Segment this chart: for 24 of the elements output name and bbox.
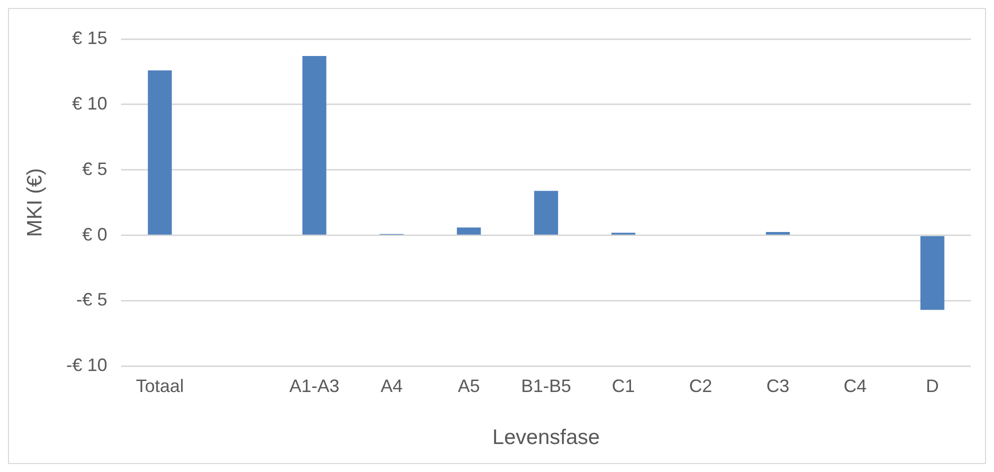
bar [148,70,172,235]
x-tick-label: D [926,376,939,396]
y-tick-label: -€ 5 [76,290,108,310]
x-tick-label: C3 [766,376,790,396]
bar [920,236,944,310]
bar [456,227,481,235]
bar [302,56,326,235]
x-tick-label: Totaal [136,376,184,396]
x-tick-label: A4 [380,376,403,396]
y-tick-label: € 0 [82,224,108,244]
x-axis-title: Levensfase [492,426,600,450]
x-tick-label: C4 [844,376,867,396]
x-tick-label: C1 [612,376,635,396]
x-tick-label: A5 [458,376,480,396]
y-tick-label: € 5 [82,158,108,179]
y-tick-label: -€ 10 [66,355,108,376]
x-tick-label: A1-A3 [289,376,340,396]
bar [766,232,790,235]
y-tick-label: € 15 [72,28,108,48]
x-tick-label: B1-B5 [521,376,572,396]
x-tick-label: C2 [689,376,712,396]
bar [534,190,558,235]
y-tick-label: € 10 [72,93,108,114]
y-axis-title: MKI (€) [23,168,46,238]
